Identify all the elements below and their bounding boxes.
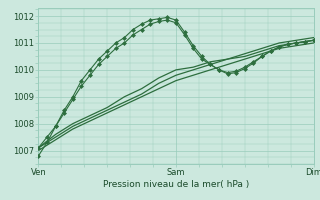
- X-axis label: Pression niveau de la mer( hPa ): Pression niveau de la mer( hPa ): [103, 180, 249, 189]
